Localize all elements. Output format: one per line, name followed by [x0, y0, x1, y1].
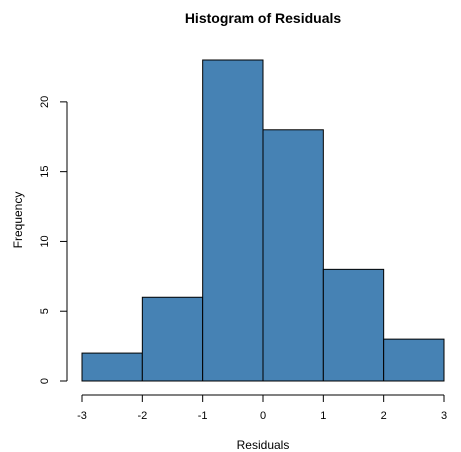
- x-tick-label: 0: [260, 410, 266, 422]
- histogram-bar: [322, 268, 385, 382]
- y-tick-label: 5: [39, 308, 51, 314]
- histogram-bar: [262, 129, 324, 382]
- x-tick-label: 2: [381, 410, 387, 422]
- y-tick-label: 20: [39, 96, 51, 108]
- histogram-bar: [141, 296, 204, 382]
- chart-title: Histogram of Residuals: [185, 10, 342, 26]
- bars-group: [81, 59, 445, 382]
- x-axis-label: Residuals: [237, 438, 290, 452]
- y-tick-label: 10: [39, 235, 51, 247]
- x-tick-label: -3: [77, 410, 87, 422]
- y-axis: 0 5 10 15 20: [39, 96, 68, 384]
- x-tick-label: 3: [441, 410, 447, 422]
- y-tick-label: 0: [39, 378, 51, 384]
- x-tick-label: 1: [320, 410, 326, 422]
- y-axis-label: Frequency: [11, 192, 25, 249]
- x-axis: -3 -2 -1 0 1 2 3: [77, 394, 447, 422]
- y-tick-label: 15: [39, 166, 51, 178]
- histogram-bar: [202, 59, 264, 382]
- histogram-bar: [383, 338, 445, 382]
- x-tick-label: -2: [137, 410, 147, 422]
- histogram-bar: [81, 352, 143, 382]
- x-tick-label: -1: [198, 410, 208, 422]
